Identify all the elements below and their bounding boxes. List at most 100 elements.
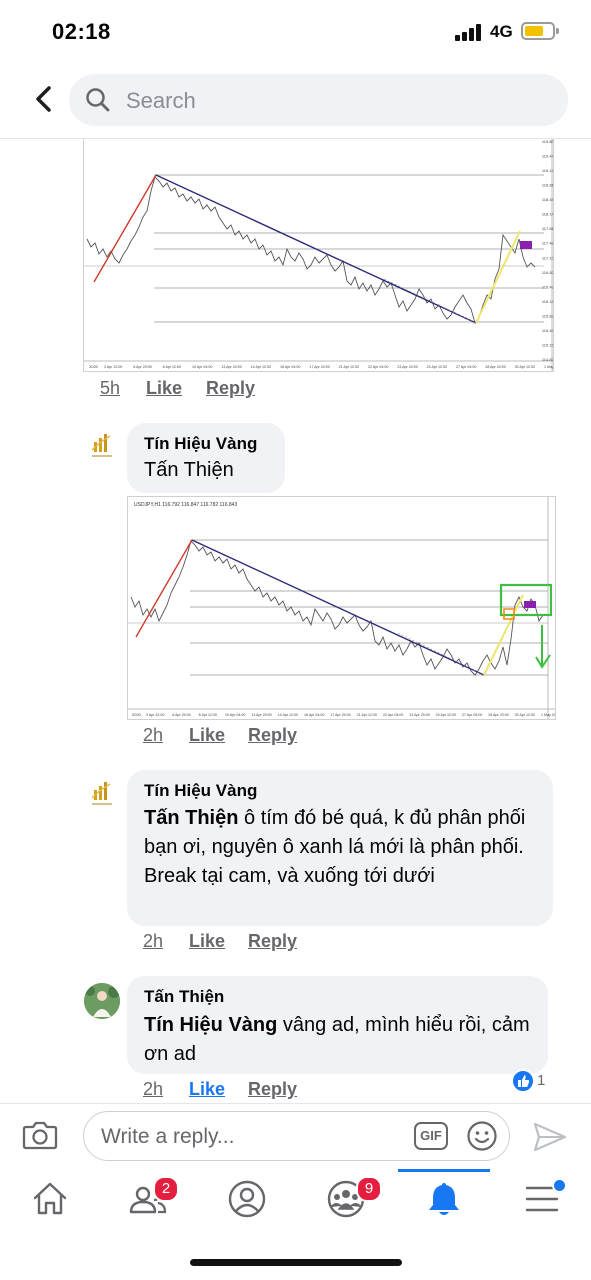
like-button[interactable]: Like bbox=[189, 725, 226, 745]
comment-time: 2h bbox=[143, 1079, 164, 1099]
chart-2-x-tick: 17 Apr 20:00 bbox=[330, 713, 350, 717]
chart-1-x-tick: 8 Apr 12:00 bbox=[163, 365, 181, 369]
chart-1-x-tick: 16 Apr 04:00 bbox=[280, 365, 300, 369]
chart-image-1[interactable]: 119.800 119.470 119.140 118.810 118.480 118.1… bbox=[83, 139, 554, 372]
brand-logo-icon bbox=[91, 434, 112, 457]
chart-2-header: USDJPY,H1 116.792 116.847 116.782 116.84… bbox=[134, 502, 237, 508]
chart-2-x-tick: 13 Apr 20:00 bbox=[251, 713, 271, 717]
comment-text: Tấn Thiện ô tím đó bé quá, k đủ phân phố… bbox=[144, 804, 544, 891]
chart-2-year-label: 2020 bbox=[132, 712, 142, 717]
chart-2-x-tick: 14 Apr 12:00 bbox=[278, 713, 298, 717]
avatar[interactable] bbox=[84, 428, 120, 464]
comment-bubble[interactable]: Tín Hiệu Vàng Tấn Thiện bbox=[127, 423, 285, 493]
previous-comment-actions: 5h Like Reply bbox=[0, 378, 591, 402]
status-time: 02:18 bbox=[52, 19, 111, 44]
like-button[interactable]: Like bbox=[146, 378, 183, 398]
chart-2-x-tick: 8 Apr 12:00 bbox=[199, 713, 217, 717]
emoji-icon[interactable] bbox=[466, 1120, 498, 1152]
reply-button[interactable]: Reply bbox=[248, 725, 298, 745]
comment-body: vâng ad, mình hiểu rồi, cảm ơn ad bbox=[144, 1014, 530, 1065]
reply-input[interactable]: Write a reply... GIF bbox=[83, 1111, 510, 1161]
home-indicator bbox=[190, 1259, 402, 1266]
chart-1-x-tick: 22 Apr 04:00 bbox=[368, 365, 388, 369]
chart-1-x-tick: 14 Apr 12:00 bbox=[251, 365, 271, 369]
chart-2-x-tick: 30 Apr 12:00 bbox=[515, 713, 535, 717]
notifications-bell-icon[interactable] bbox=[424, 1179, 464, 1219]
chart-2-x-tick: 3 Apr 12:00 bbox=[146, 713, 164, 717]
home-icon[interactable] bbox=[30, 1179, 70, 1219]
status-bar: 02:18 4G bbox=[0, 0, 591, 62]
profile-icon[interactable] bbox=[227, 1179, 267, 1219]
chart-1-y-tick: 114.820 bbox=[542, 357, 553, 362]
mention-link[interactable]: Tín Hiệu Vàng bbox=[144, 1014, 278, 1036]
gif-button[interactable]: GIF bbox=[414, 1122, 448, 1150]
menu-notification-dot bbox=[552, 1178, 567, 1193]
comment-author[interactable]: Tấn Thiện bbox=[144, 987, 225, 1006]
comment-time: 2h bbox=[143, 931, 164, 951]
search-placeholder: Search bbox=[126, 88, 196, 113]
chart-2-x-tick: 22 Apr 04:00 bbox=[383, 713, 403, 717]
comment-time: 5h bbox=[100, 378, 121, 398]
groups-icon[interactable] bbox=[326, 1179, 366, 1219]
signal-icon bbox=[455, 24, 483, 41]
comment-text: Tín Hiệu Vàng vâng ad, mình hiểu rồi, cả… bbox=[144, 1011, 540, 1069]
send-icon[interactable] bbox=[532, 1121, 568, 1153]
mention-link[interactable]: Tấn Thiện bbox=[144, 807, 239, 829]
chart-1-y-tick: 117.150 bbox=[542, 255, 553, 260]
comment-bubble[interactable]: Tấn Thiện Tín Hiệu Vàng vâng ad, mình hi… bbox=[127, 976, 548, 1074]
reply-composer: Write a reply... GIF bbox=[0, 1103, 591, 1170]
reaction-count: 1 bbox=[537, 1072, 546, 1089]
thumbs-up-icon bbox=[511, 1069, 535, 1093]
reply-button[interactable]: Reply bbox=[248, 931, 298, 951]
chart-2-x-tick: 23 Apr 20:00 bbox=[409, 713, 429, 717]
chart-1-y-tick: 116.490 bbox=[542, 284, 553, 289]
comment-actions: 2h Like Reply bbox=[0, 1079, 591, 1103]
chart-1-graphic: 119.800 119.470 119.140 118.810 118.480 118.1… bbox=[84, 139, 553, 371]
brand-logo-icon bbox=[91, 782, 112, 805]
chart-1-x-tick: 24 Apr 12:00 bbox=[427, 365, 447, 369]
comment-body: ô tím đó bé quá, k đủ phân phối bạn ơi, … bbox=[144, 807, 526, 887]
comment-bubble[interactable]: Tín Hiệu Vàng Tấn Thiện ô tím đó bé quá,… bbox=[127, 770, 553, 926]
chart-1-x-tick: 3 Apr 12:00 bbox=[104, 365, 122, 369]
chart-image-2[interactable]: USDJPY,H1 116.792 116.847 116.782 116.84… bbox=[127, 496, 556, 720]
chart-1-x-tick: 1 May 04:00 bbox=[544, 365, 553, 369]
groups-badge: 9 bbox=[356, 1176, 382, 1202]
avatar[interactable] bbox=[84, 983, 120, 1019]
chart-1-y-tick: 118.140 bbox=[542, 212, 553, 217]
reply-button[interactable]: Reply bbox=[206, 378, 256, 398]
chart-2-x-tick: 24 Apr 12:00 bbox=[436, 713, 456, 717]
chart-1-y-tick: 116.820 bbox=[542, 270, 553, 275]
chart-2-x-tick: 1 May 04:00 bbox=[541, 713, 555, 717]
chart-1-x-tick: 28 Apr 20:00 bbox=[485, 365, 505, 369]
comment-author[interactable]: Tín Hiệu Vàng bbox=[144, 434, 258, 453]
chart-2-x-tick: 10 Apr 04:00 bbox=[225, 713, 245, 717]
back-icon[interactable] bbox=[30, 82, 60, 116]
like-button[interactable]: Like bbox=[189, 931, 226, 951]
network-type: 4G bbox=[490, 22, 513, 41]
chart-1-x-tick: 23 Apr 20:00 bbox=[397, 365, 417, 369]
chart-1-y-tick: 118.810 bbox=[542, 183, 553, 188]
battery-icon bbox=[521, 22, 559, 40]
search-header: Search bbox=[0, 62, 591, 139]
chart-1-y-tick: 118.480 bbox=[542, 197, 553, 202]
chart-1-y-tick: 119.140 bbox=[542, 168, 553, 173]
comment-actions: 2h Like Reply bbox=[0, 725, 591, 749]
chart-1-x-tick: 6 Apr 20:00 bbox=[133, 365, 151, 369]
comment-text: Tấn Thiện bbox=[144, 459, 234, 481]
avatar[interactable] bbox=[84, 776, 120, 812]
reply-button[interactable]: Reply bbox=[248, 1079, 298, 1099]
comment-actions: 2h Like Reply bbox=[0, 931, 591, 955]
comment-time: 2h bbox=[143, 725, 164, 745]
friends-badge: 2 bbox=[153, 1176, 179, 1202]
search-input[interactable]: Search bbox=[69, 74, 568, 126]
chart-1-year-label: 2020 bbox=[89, 364, 99, 369]
comment-author[interactable]: Tín Hiệu Vàng bbox=[144, 781, 258, 800]
chart-1-x-tick: 21 Apr 12:00 bbox=[339, 365, 359, 369]
reply-placeholder: Write a reply... bbox=[101, 1125, 235, 1148]
chart-2-x-tick: 27 Apr 04:00 bbox=[462, 713, 482, 717]
chart-1-x-tick: 10 Apr 04:00 bbox=[192, 365, 212, 369]
user-avatar-photo-icon bbox=[84, 983, 120, 1019]
camera-icon[interactable] bbox=[22, 1119, 58, 1151]
like-button[interactable]: Like bbox=[189, 1079, 226, 1099]
chart-1-x-tick: 27 Apr 04:00 bbox=[456, 365, 476, 369]
